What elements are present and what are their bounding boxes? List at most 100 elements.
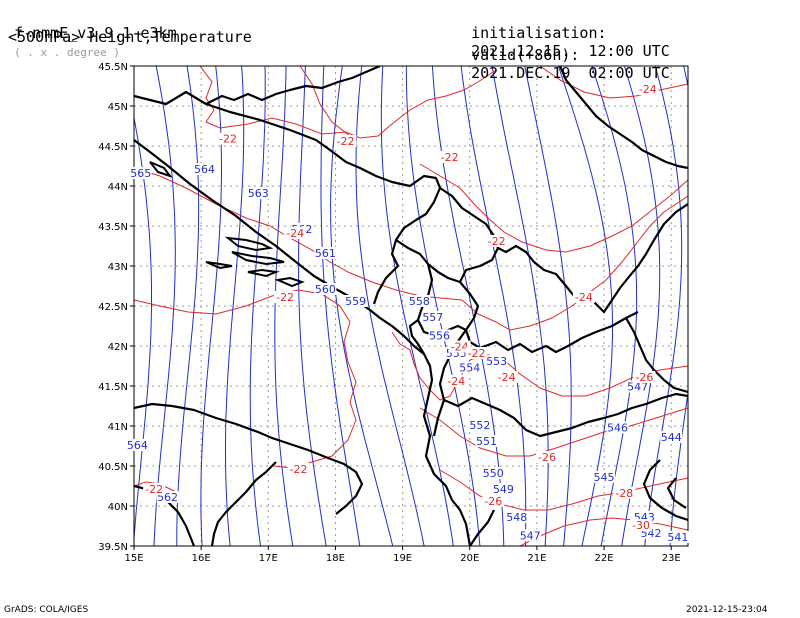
temp-label: -22 (290, 463, 308, 476)
temp-label: -26 (538, 451, 556, 464)
island-5 (274, 276, 305, 288)
temp-label: -22 (219, 133, 237, 146)
temperature-contour (299, 66, 351, 137)
temperature-labels: -24-22 -22-22-22-24-22 -24-24-22-24 -24 -26-… (143, 83, 659, 532)
temp-label: -24 (575, 291, 593, 304)
height-label-bg (626, 380, 649, 393)
lon-tick-label: 18E (326, 553, 345, 564)
border-macedonia (479, 311, 639, 354)
height-label: 564 (194, 163, 215, 176)
height-contour (621, 66, 661, 546)
height-label-bg (344, 295, 367, 307)
coastline-adriatic (134, 139, 472, 546)
temp-label-bg (572, 291, 595, 303)
height-label: 550 (483, 467, 504, 480)
temperature-contour (539, 66, 688, 99)
height-label: 553 (486, 355, 507, 368)
temp-label: -24 (451, 341, 469, 354)
temp-label-bg (287, 463, 310, 475)
height-label: 549 (493, 483, 514, 496)
height-label: 548 (506, 511, 527, 524)
border-greece (443, 392, 688, 438)
temp-label-bg (636, 83, 659, 95)
height-label: 556 (429, 329, 450, 342)
init-line: initialisation: 2021.12.15. 12:00 UTC (453, 6, 670, 60)
temp-label-bg (438, 151, 461, 163)
height-label: 547 (627, 381, 648, 394)
height-label-bg (485, 355, 508, 367)
model-title: f-nmmE_v3.9.1-e3km ( . x . degree ) (0, 6, 177, 62)
height-label-bg (593, 471, 616, 483)
border-bih (205, 102, 442, 305)
height-label-bg (408, 295, 431, 307)
coastline-aegean (642, 459, 688, 522)
lat-tick-label: 44N (108, 182, 128, 193)
lat-tick-label: 39.5N (98, 542, 128, 553)
temp-label-bg (465, 347, 488, 359)
temp-label-bg (274, 291, 297, 303)
temp-label: -28 (615, 487, 633, 500)
lon-tick-label: 17E (259, 553, 278, 564)
height-label-bg (482, 467, 505, 479)
height-contour (320, 66, 361, 546)
height-label-bg (428, 329, 451, 342)
temp-label-bg (445, 375, 468, 387)
height-contour (644, 66, 683, 546)
temp-label-bg (633, 371, 656, 383)
lat-tick-label: 44.5N (98, 142, 128, 153)
lat-tick-label: 45.5N (98, 62, 128, 73)
temp-label-bg (143, 483, 166, 495)
islands (149, 161, 305, 288)
footer-left: GrADS: COLA/IGES (4, 605, 89, 615)
lat-tick-label: 45N (108, 102, 128, 113)
temp-label: -24 (639, 83, 657, 96)
lat-tick-label: 43N (108, 262, 128, 273)
height-label-bg (519, 529, 542, 542)
temp-label-bg (485, 235, 508, 247)
axis-ticks: 15E 16E 17E 18E 19E 20E 21E 22E 23E 45.5N 45N 44.5N… (98, 62, 680, 564)
border-montenegro (395, 239, 461, 284)
border-north (134, 66, 381, 106)
model-unit: ( . x . degree ) (14, 46, 121, 59)
temp-label-bg (629, 519, 652, 531)
height-label-bg (660, 431, 683, 443)
height-contour (249, 66, 266, 546)
temp-label-bg (482, 495, 505, 507)
height-contour (405, 66, 481, 546)
height-label: 552 (469, 419, 490, 432)
temp-label: -24 (286, 227, 304, 240)
height-label-bg (666, 531, 689, 543)
height-label-bg (129, 167, 152, 179)
height-label: 565 (130, 167, 151, 180)
temp-label-bg (613, 487, 636, 499)
temperature-contour (199, 66, 497, 139)
height-label: 560 (315, 283, 336, 296)
border-serbia (439, 187, 500, 349)
height-label: 545 (594, 471, 615, 484)
height-label-bg (247, 187, 270, 199)
temp-label: -22 (467, 347, 485, 360)
height-label-bg (458, 361, 481, 374)
height-contour (431, 66, 505, 546)
temp-label-bg (284, 227, 307, 239)
model-name: f-nmmE_v3.9.1-e3km (14, 24, 177, 42)
lon-tick-label: 21E (527, 553, 546, 564)
height-label: 564 (127, 439, 148, 452)
height-label: 551 (476, 435, 497, 448)
temperature-contour (519, 517, 688, 546)
lon-tick-label: 22E (595, 553, 614, 564)
temp-label: -22 (337, 135, 355, 148)
height-contour (355, 66, 425, 546)
height-label-bg (505, 511, 528, 523)
temp-label: -22 (488, 235, 506, 248)
height-label: 557 (422, 311, 443, 324)
height-label-bg (468, 419, 491, 431)
lat-tick-label: 41.5N (98, 382, 128, 393)
temp-label-bg (495, 371, 518, 383)
island-4 (247, 268, 280, 278)
lon-tick-label: 20E (460, 553, 479, 564)
height-label: 558 (409, 295, 430, 308)
height-contour (728, 46, 741, 566)
temp-label: -22 (276, 291, 294, 304)
temp-label: -24 (447, 375, 465, 388)
